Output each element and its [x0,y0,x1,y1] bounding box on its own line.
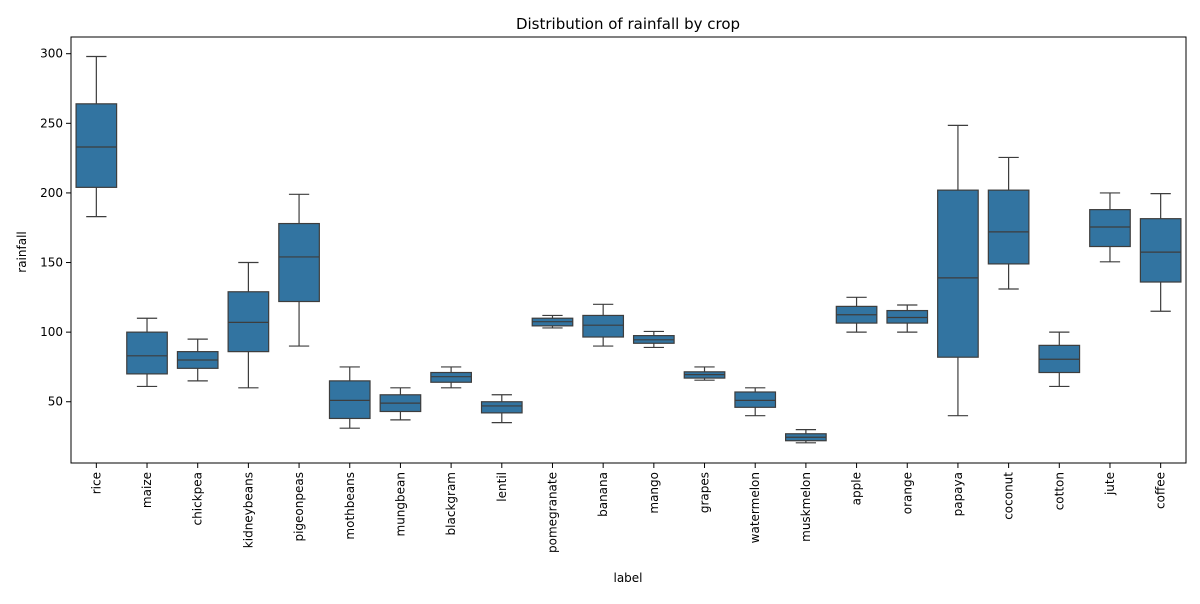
x-tick-label: coffee [1154,472,1168,509]
y-tick-label: 200 [40,186,63,200]
x-tick-label: grapes [698,472,712,513]
x-tick-label: papaya [951,472,965,516]
x-tick-label: rice [89,472,103,494]
x-tick-label: banana [596,472,610,517]
box-papaya [937,189,979,358]
box-coconut [987,189,1030,265]
x-tick-label: pomegranate [545,472,559,553]
axes-frame [70,36,1187,464]
box-kidneybeans [227,291,270,353]
box-orange [886,309,929,324]
y-tick-label: 250 [40,116,63,130]
x-tick-label: apple [850,472,864,505]
box-jute [1089,209,1131,248]
x-tick-label: jute [1103,472,1117,496]
x-tick-label: cotton [1052,472,1066,510]
x-tick-label: kidneybeans [241,472,255,548]
x-tick-label: muskmelon [799,472,813,542]
x-tick-label: coconut [1002,472,1016,520]
box-banana [582,314,625,338]
box-mothbeans [328,380,371,420]
x-tick-label: mango [647,472,661,514]
box-lentil [480,401,523,414]
x-tick-label: maize [140,472,154,508]
plot-area: 50 100 150 200 250 300 rice maize chickpea kidney… [40,36,1187,553]
x-tick-label: pigeonpeas [292,472,306,542]
box-blackgram [430,371,472,383]
box-watermelon [734,391,777,408]
x-tick-label: orange [900,472,914,514]
x-tick-label: chickpea [191,472,205,525]
x-tick-label: blackgram [444,472,458,535]
box-coffee [1139,218,1182,283]
x-tick-label: lentil [495,472,509,502]
x-axis-label: label [613,571,642,585]
y-tick-label: 300 [40,47,63,61]
y-axis-label: rainfall [15,231,29,272]
box-maize [126,331,168,375]
chart-title: Distribution of rainfall by crop [516,15,740,33]
x-tick-label: mothbeans [343,472,357,540]
y-tick-label: 50 [48,395,63,409]
x-tick-label: watermelon [748,472,762,543]
box-rice [75,103,118,188]
x-tick-label: mungbean [393,472,407,536]
box-pigeonpeas [278,222,320,303]
y-tick-label: 150 [40,256,63,270]
y-tick-label: 100 [40,325,63,339]
